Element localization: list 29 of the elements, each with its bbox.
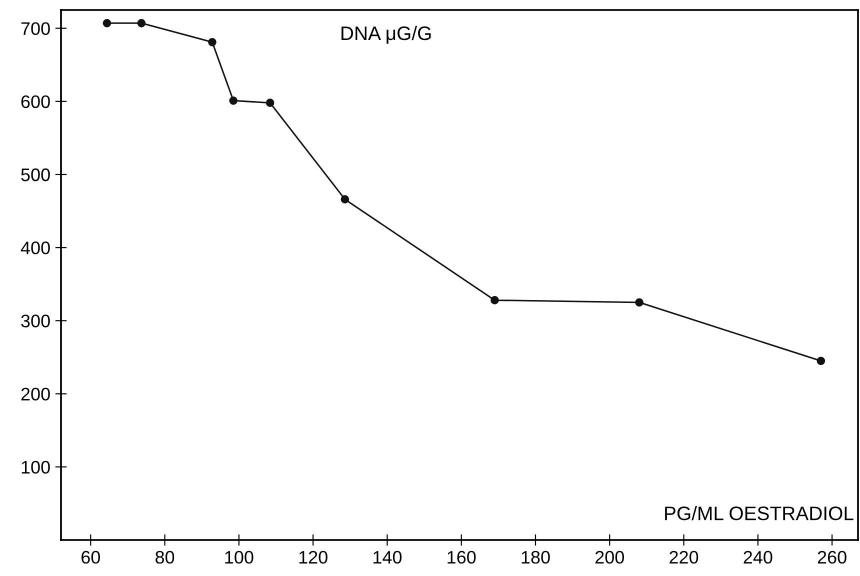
x-axis-title: PG/ML OESTRADIOL (665, 506, 854, 520)
x-tick-label: 100 (225, 550, 254, 564)
point (208, 38, 216, 46)
y-tick-label: 300 (21, 314, 50, 328)
point (229, 96, 238, 105)
point (137, 18, 146, 28)
x-tick-label: 140 (374, 550, 402, 564)
y-tick-label: 400 (20, 242, 50, 254)
point (266, 98, 274, 108)
y-tick-label: 700 (21, 22, 50, 35)
point (635, 298, 644, 307)
y-tick-label: 200 (21, 388, 50, 401)
point (340, 195, 350, 204)
y-axis-title: DNA μG/G (342, 26, 431, 44)
x-tick-label: 80 (156, 550, 174, 564)
x-tick-label: 180 (522, 550, 550, 564)
x-tick-label: 160 (448, 550, 476, 564)
x-tick-label: 120 (299, 550, 328, 564)
x-tick-label: 220 (670, 550, 698, 564)
point (102, 18, 112, 28)
x-tick-label: 240 (744, 550, 772, 564)
point (490, 296, 499, 304)
x-tick-label: 60 (82, 550, 100, 564)
y-tick-label: 500 (21, 168, 50, 182)
y-tick-label: 600 (21, 95, 50, 108)
point (816, 356, 826, 366)
x-tick-label: 200 (595, 550, 624, 564)
x-tick-label: 260 (818, 550, 846, 564)
y-tick-label: 100 (22, 460, 50, 474)
